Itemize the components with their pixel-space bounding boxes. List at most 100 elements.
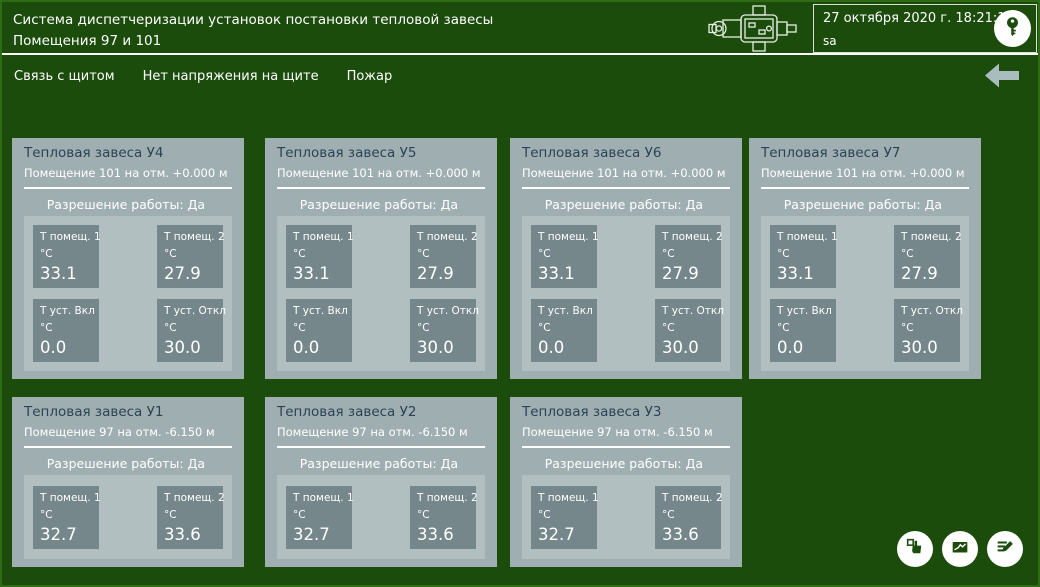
hand-press-icon [904,536,926,562]
unit-title: Тепловая завеса У3 [522,404,662,420]
temp-tile-room2: Т помещ. 2 °C 33.6 [655,485,723,549]
tiles-panel: Т помещ. 1 °C 32.7 Т помещ. 2 °C 33.6 [522,475,730,559]
back-arrow-button[interactable] [983,60,1021,95]
unit-title: Тепловая завеса У7 [761,145,901,161]
unit-location: Помещение 97 на отм. -6.150 м [522,425,713,439]
tiles-panel: Т помещ. 1 °C 33.1 Т помещ. 2 °C 27.9 Т … [761,216,969,371]
temp-value: 33.1 [538,264,575,283]
header: Система диспетчеризации установок постан… [2,2,1038,53]
permission-label: Разрешение работы: Да [46,197,205,212]
trend-chart-icon [949,536,971,562]
temp-tile-room1: Т помещ. 1 °C 33.1 [33,225,101,288]
unit-card-u2: Тепловая завеса У2 Помещение 97 на отм. … [265,397,497,567]
units-row-101: Тепловая завеса У4 Помещение 101 на отм.… [12,138,1038,379]
temp-tile-room1: Т помещ. 1 °C 32.7 [286,485,354,549]
current-user-label: sa [823,34,837,48]
temp-value: 27.9 [901,264,938,283]
temp-tile-room2: Т помещ. 2 °C 27.9 [157,225,225,288]
unit-title: Тепловая завеса У1 [24,404,164,420]
setpoint-value: 0.0 [777,338,804,357]
tiles-panel: Т помещ. 1 °C 33.1 Т помещ. 2 °C 27.9 Т … [24,216,232,371]
card-divider [277,446,485,448]
alarm-no-voltage-label: Нет напряжения на щите [142,68,319,84]
alarm-panel-link-label: Связь с щитом [14,68,115,84]
unit-location: Помещение 97 на отм. -6.150 м [277,425,468,439]
datetime-label: 27 октября 2020 г. 18:21:14 [823,11,1014,26]
rooms-subtitle: Помещения 97 и 101 [13,33,162,49]
temp-value: 33.1 [293,264,330,283]
temp-tile-room1: Т помещ. 1 °C 33.1 [770,225,838,288]
temp-tile-room2: Т помещ. 2 °C 33.6 [410,485,478,549]
unit-title: Тепловая завеса У2 [277,404,417,420]
card-divider [761,187,969,189]
unit-card-u6: Тепловая завеса У6 Помещение 101 на отм.… [510,138,742,379]
setpoint-value: 30.0 [164,338,201,357]
setpoint-tile-off: Т уст. Откл °C 30.0 [655,299,724,362]
key-icon [1001,15,1024,42]
setpoint-tile-on: Т уст. Вкл °C 0.0 [770,299,836,362]
setpoint-value: 30.0 [901,338,938,357]
bottom-action-buttons [897,531,1023,567]
setpoint-value: 0.0 [40,338,67,357]
trends-button[interactable] [942,531,978,567]
unit-card-u3: Тепловая завеса У3 Помещение 97 на отм. … [510,397,742,567]
temp-value: 33.1 [40,264,77,283]
card-divider [522,446,730,448]
page-title: Система диспетчеризации установок постан… [2,2,493,53]
unit-location: Помещение 101 на отм. +0.000 м [277,166,481,180]
temp-value: 32.7 [538,524,575,544]
card-divider [24,446,232,448]
temp-value: 27.9 [164,264,201,283]
auth-button[interactable] [994,10,1031,47]
setpoint-tile-off: Т уст. Откл °C 30.0 [410,299,479,362]
setpoint-tile-on: Т уст. Вкл °C 0.0 [286,299,352,362]
system-title: Система диспетчеризации установок постан… [13,12,494,28]
permission-label: Разрешение работы: Да [544,456,703,471]
tiles-panel: Т помещ. 1 °C 32.7 Т помещ. 2 °C 33.6 [277,475,485,559]
setpoint-value: 0.0 [293,338,320,357]
units-row-97: Тепловая завеса У1 Помещение 97 на отм. … [12,397,1038,567]
unit-title: Тепловая завеса У6 [522,145,662,161]
header-divider [2,53,1038,55]
temp-tile-room2: Т помещ. 2 °C 33.6 [157,485,225,549]
temp-value: 33.6 [662,524,699,544]
temp-value: 33.6 [164,524,201,544]
card-divider [522,187,730,189]
setpoint-value: 30.0 [662,338,699,357]
alarm-fire-label: Пожар [346,68,393,84]
temp-value: 32.7 [293,524,330,544]
tiles-panel: Т помещ. 1 °C 33.1 Т помещ. 2 °C 27.9 Т … [277,216,485,371]
setpoint-tile-off: Т уст. Откл °C 30.0 [157,299,226,362]
card-divider [277,187,485,189]
temp-tile-room1: Т помещ. 1 °C 33.1 [531,225,599,288]
unit-location: Помещение 101 на отм. +0.000 м [761,166,965,180]
alarm-bar: Связь с щитом Нет напряжения на щите Пож… [2,55,1038,97]
permission-label: Разрешение работы: Да [544,197,703,212]
temp-tile-room2: Т помещ. 2 °C 27.9 [655,225,723,288]
temp-value: 33.6 [417,524,454,544]
setpoint-tile-on: Т уст. Вкл °C 0.0 [531,299,597,362]
permission-label: Разрешение работы: Да [783,197,942,212]
temp-value: 32.7 [40,524,77,544]
header-right: 27 октября 2020 г. 18:21:14 sa [707,2,1038,53]
manual-control-button[interactable] [897,531,933,567]
unit-location: Помещение 101 на отм. +0.000 м [24,166,228,180]
setpoint-value: 30.0 [417,338,454,357]
temp-tile-room2: Т помещ. 2 °C 27.9 [410,225,478,288]
unit-card-u5: Тепловая завеса У5 Помещение 101 на отм.… [265,138,497,379]
journal-edit-icon [994,536,1016,562]
temp-tile-room1: Т помещ. 1 °C 33.1 [286,225,354,288]
tiles-panel: Т помещ. 1 °C 33.1 Т помещ. 2 °C 27.9 Т … [522,216,730,371]
unit-location: Помещение 97 на отм. -6.150 м [24,425,215,439]
journal-button[interactable] [987,531,1023,567]
temp-value: 27.9 [662,264,699,283]
temp-value: 33.1 [777,264,814,283]
setpoint-value: 0.0 [538,338,565,357]
unit-title: Тепловая завеса У4 [24,145,164,161]
unit-card-u4: Тепловая завеса У4 Помещение 101 на отм.… [12,138,244,379]
permission-label: Разрешение работы: Да [299,197,458,212]
units-grid: Тепловая завеса У4 Помещение 101 на отм.… [2,138,1038,567]
permission-label: Разрешение работы: Да [299,456,458,471]
tiles-panel: Т помещ. 1 °C 32.7 Т помещ. 2 °C 33.6 [24,475,232,559]
unit-card-u1: Тепловая завеса У1 Помещение 97 на отм. … [12,397,244,567]
